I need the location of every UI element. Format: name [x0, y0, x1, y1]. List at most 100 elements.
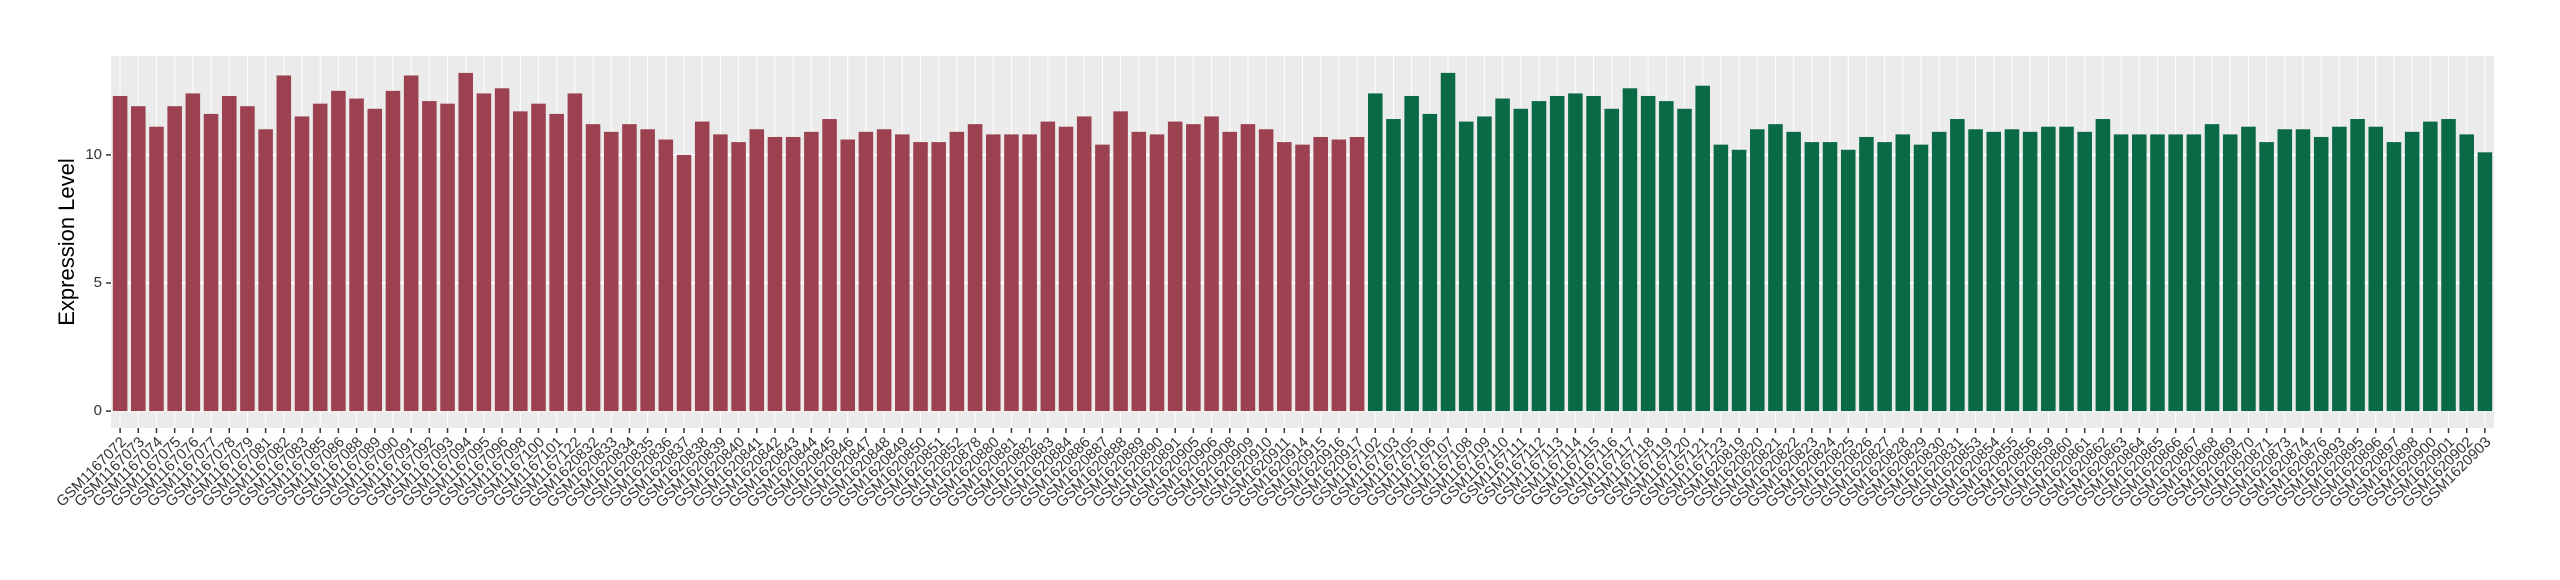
bar [1113, 111, 1128, 412]
bar [1586, 95, 1601, 412]
bar [913, 142, 928, 412]
bar [2113, 134, 2129, 412]
bar [1404, 95, 1419, 412]
bar [1040, 121, 1056, 412]
bar [1149, 134, 1165, 412]
bar [1622, 88, 1638, 412]
bar [876, 129, 892, 412]
bar [2441, 119, 2456, 412]
bar [567, 93, 583, 412]
bar [1986, 131, 2002, 412]
y-axis-title: Expression Level [54, 158, 79, 326]
bar [1495, 98, 1510, 412]
bar [694, 121, 710, 412]
bar [422, 101, 437, 412]
bar [1022, 134, 1037, 412]
bar [1386, 119, 1401, 412]
bar [2423, 121, 2438, 412]
bar [785, 136, 801, 412]
bar [2295, 129, 2311, 412]
bar [2077, 131, 2092, 412]
bar [2022, 131, 2038, 412]
bar [1458, 121, 1474, 412]
y-tick-label: 0 [94, 402, 102, 419]
bar [1713, 144, 1729, 412]
bar [2168, 134, 2183, 412]
bar [2332, 126, 2347, 412]
bar [1677, 108, 1692, 412]
bar [2095, 119, 2111, 412]
bar [1877, 142, 1892, 412]
bar [403, 75, 419, 412]
bar [167, 106, 182, 412]
bar [2241, 126, 2256, 412]
bar [1968, 129, 1983, 412]
bar [185, 93, 201, 412]
bar [513, 111, 528, 412]
bar [131, 106, 146, 412]
bar [858, 131, 874, 412]
bar [149, 126, 164, 412]
bar [1549, 95, 1565, 412]
bar [1440, 72, 1456, 412]
bar [1277, 142, 1292, 412]
bar [1095, 144, 1110, 412]
bar [1186, 124, 1201, 412]
y-tick-label: 10 [85, 146, 102, 163]
bar [1950, 119, 1965, 412]
bar [221, 95, 237, 412]
bar [440, 103, 455, 412]
bar [1568, 93, 1583, 412]
bar [1240, 124, 1256, 412]
bar [2277, 129, 2293, 412]
bar [2313, 136, 2329, 412]
bar [640, 129, 655, 412]
bar [294, 116, 310, 412]
bar [1131, 131, 1147, 412]
bar [1331, 139, 1347, 412]
bar [985, 134, 1001, 412]
bar [895, 134, 910, 412]
bar [1786, 131, 1801, 412]
bar [1695, 85, 1710, 412]
bar [585, 124, 601, 412]
bar [603, 131, 619, 412]
bar [949, 131, 965, 412]
bar [1058, 126, 1074, 412]
bar [1295, 144, 1310, 412]
bar [804, 131, 819, 412]
bar [1222, 131, 1238, 412]
bar [1731, 149, 1747, 412]
bar [1604, 108, 1620, 412]
bar [1804, 142, 1820, 412]
bar [2041, 126, 2056, 412]
bar [840, 139, 856, 412]
bar [531, 103, 546, 412]
bar [2459, 134, 2474, 412]
bar [658, 139, 674, 412]
bar [349, 98, 364, 412]
bar [2259, 142, 2274, 412]
bar [112, 95, 128, 412]
bar [1367, 93, 1383, 412]
bar [2222, 134, 2238, 412]
bar [1822, 142, 1838, 412]
bar [258, 129, 273, 412]
bar [1768, 124, 1783, 412]
bar [1422, 113, 1438, 412]
bar [1840, 149, 1856, 412]
bar [2368, 126, 2384, 412]
bar [931, 142, 946, 412]
bar [822, 119, 837, 412]
bar [331, 90, 346, 412]
bar [367, 108, 383, 412]
bar [2132, 134, 2147, 412]
bar [2150, 134, 2165, 412]
bar [2004, 129, 2020, 412]
bar [549, 113, 564, 412]
bar [1477, 116, 1492, 412]
bar [276, 75, 292, 412]
bar [240, 106, 255, 412]
bar [1313, 136, 1328, 412]
